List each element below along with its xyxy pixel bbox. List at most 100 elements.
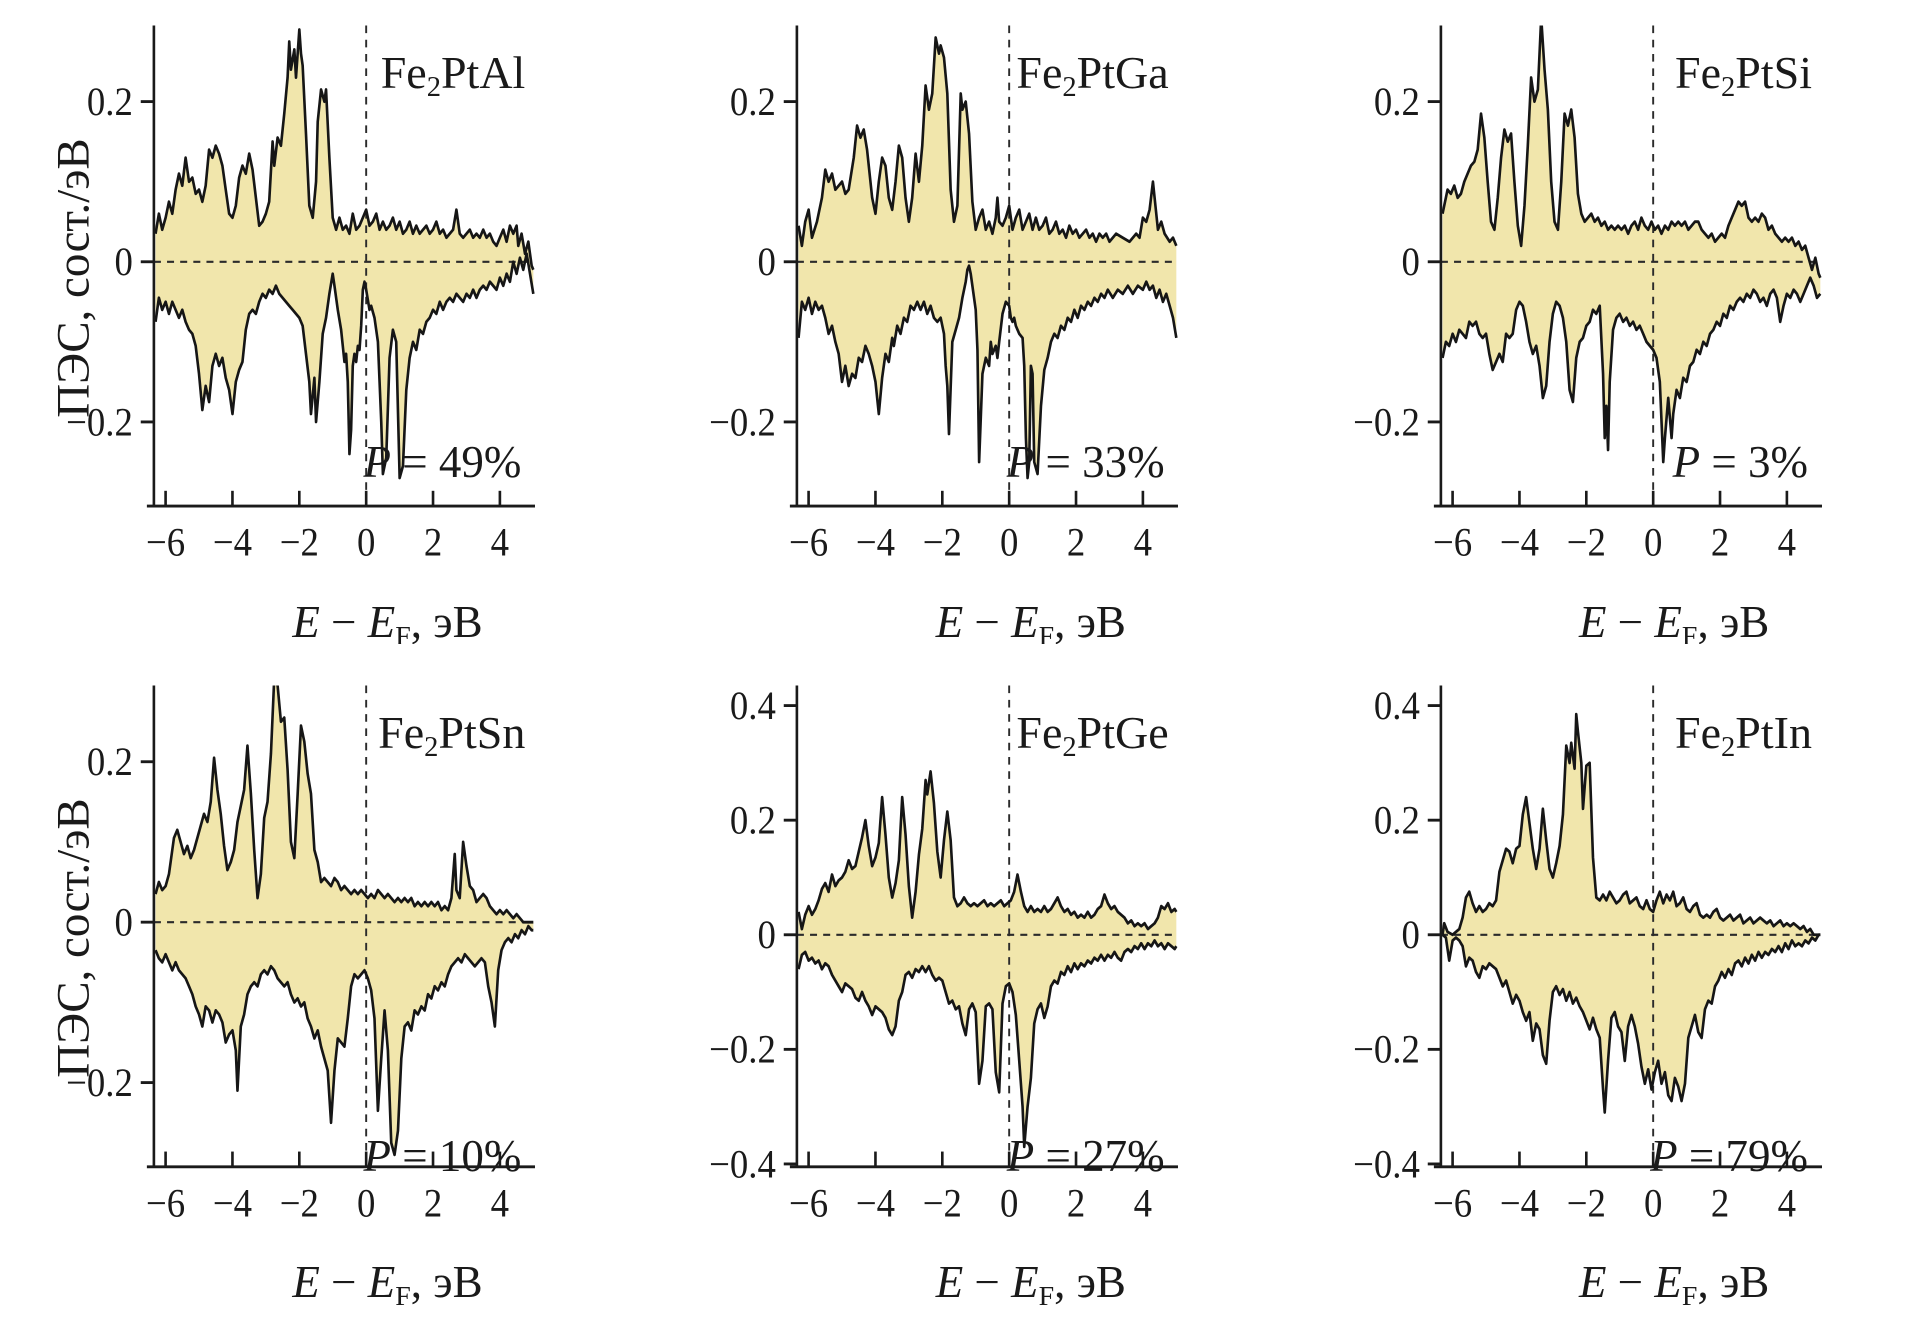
formula-sub: 2	[1062, 71, 1077, 103]
formula-post: PtSi	[1735, 47, 1812, 98]
polarization-label: P = 33%	[1007, 440, 1165, 485]
compound-label: Fe2PtAl	[381, 50, 526, 103]
x-axis-title: E − EF, эВ	[170, 597, 603, 645]
x-title-unit: , эВ	[1054, 1257, 1126, 1305]
y-tick-label: 0	[114, 901, 132, 945]
y-tick-label: −0.2	[1353, 1028, 1420, 1072]
x-tick-label: −4	[213, 521, 252, 565]
x-tick-label: −6	[146, 1182, 185, 1226]
spin-up-curve	[1440, 25, 1822, 279]
x-axis-title: E − EF, эВ	[813, 1257, 1246, 1306]
dos-filled-area	[1442, 714, 1820, 1113]
x-title-ef: E	[1654, 597, 1682, 645]
formula-pre: Fe	[1016, 47, 1063, 98]
formula-post: PtIn	[1735, 707, 1812, 758]
p-symbol: P	[363, 1131, 391, 1181]
x-title-unit: , эВ	[410, 597, 483, 645]
x-title-e: E	[935, 597, 964, 645]
y-tick-label: 0.2	[87, 741, 133, 785]
x-title-f-sub: F	[1038, 1280, 1055, 1305]
y-tick-label: 0.2	[1374, 799, 1420, 843]
x-tick-label: 4	[1777, 1182, 1795, 1226]
x-title-e: E	[1579, 597, 1607, 645]
y-tick-label: 0	[758, 241, 776, 285]
x-tick-label: 0	[357, 521, 375, 565]
formula-post: PtGa	[1076, 47, 1169, 98]
y-tick-label: −0.2	[66, 1062, 133, 1106]
spin-up-curve	[797, 36, 1178, 248]
polarization-label: P = 3%	[1673, 440, 1808, 485]
x-title-e: E	[292, 597, 320, 645]
x-axis-title: E − EF, эВ	[813, 597, 1246, 645]
spin-down-curve	[797, 264, 1178, 480]
x-tick-label: −6	[789, 521, 828, 565]
x-tick-label: −4	[213, 1182, 252, 1226]
x-tick-label: 4	[1134, 521, 1152, 565]
x-tick-label: −4	[1500, 1182, 1539, 1226]
x-tick-label: 0	[357, 1182, 375, 1226]
x-title-minus: −	[963, 1257, 1012, 1305]
x-title-minus: −	[1606, 1257, 1655, 1305]
x-tick-label: −6	[789, 1182, 828, 1226]
formula-sub: 2	[424, 731, 439, 763]
compound-label: Fe2PtSi	[1675, 50, 1812, 103]
spin-down-curve	[797, 939, 1178, 1149]
x-tick-label: 2	[1710, 1182, 1728, 1226]
x-tick-label: 0	[1644, 1182, 1662, 1226]
x-tick-label: −2	[1566, 1182, 1605, 1226]
spin-down-curve	[1440, 276, 1821, 464]
dos-chart-svg: −0.4 −0.2 0 0.2 0.4 −6 −4 −2 0 2 4	[709, 685, 1179, 1226]
p-value: = 27%	[1034, 1131, 1165, 1181]
x-axis-title: E − EF, эВ	[1457, 597, 1890, 645]
x-tick-label: −2	[1566, 521, 1605, 565]
dos-filled-area	[155, 685, 534, 1155]
x-title-f-sub: F	[395, 1280, 411, 1305]
y-tick-label: 0.2	[87, 81, 133, 125]
x-tick-label: −4	[856, 521, 895, 565]
spin-up-curve	[1440, 712, 1820, 937]
formula-sub: 2	[1062, 731, 1077, 763]
formula-sub: 2	[1721, 731, 1736, 763]
p-symbol: P	[363, 437, 391, 487]
compound-label: Fe2PtGa	[1016, 50, 1168, 103]
p-symbol: P	[1006, 437, 1035, 487]
x-axis-title: E − EF, эВ	[1457, 1257, 1890, 1306]
x-title-unit: , эВ	[410, 1257, 483, 1305]
x-tick-label: −2	[923, 1182, 962, 1226]
x-title-e: E	[935, 1257, 964, 1305]
spin-down-curve	[154, 252, 535, 480]
spin-up-curve	[154, 28, 535, 271]
formula-pre: Fe	[380, 47, 427, 98]
x-tick-label: 2	[1067, 521, 1085, 565]
spin-up-curve	[154, 685, 534, 924]
p-value: = 10%	[390, 1131, 522, 1181]
p-value: = 49%	[390, 437, 522, 487]
x-tick-label: 0	[1000, 1182, 1018, 1226]
x-title-minus: −	[319, 597, 368, 645]
formula-post: PtSn	[438, 707, 526, 758]
y-tick-label: 0.4	[1374, 685, 1420, 729]
x-tick-label: 2	[1067, 1182, 1085, 1226]
y-tick-label: −0.4	[709, 1143, 776, 1187]
p-value: = 79%	[1677, 1131, 1808, 1181]
dos-chart-svg: −0.4 −0.2 0 0.2 0.4 −6 −4 −2 0 2 4	[1353, 685, 1822, 1226]
y-tick-label: 0.4	[730, 685, 776, 729]
x-title-ef: E	[1654, 1257, 1682, 1305]
x-title-ef: E	[367, 1257, 396, 1305]
spin-down-curve	[1441, 933, 1820, 1114]
dos-panel-fe2ptge: −0.4 −0.2 0 0.2 0.4 −6 −4 −2 0 2 4 Fe2PtGe P = 27%…	[683, 676, 1246, 1305]
y-tick-label: 0	[1401, 914, 1419, 958]
y-tick-label: 0	[1401, 241, 1419, 285]
x-axis-title: E − EF, эВ	[170, 1257, 603, 1306]
formula-post: PtAl	[440, 47, 526, 98]
dos-filled-area	[798, 37, 1177, 478]
x-tick-label: 4	[491, 1182, 509, 1226]
x-tick-label: −6	[1433, 521, 1472, 565]
x-tick-label: 0	[1000, 521, 1018, 565]
y-tick-label: 0	[114, 241, 132, 285]
p-symbol: P	[1650, 1131, 1678, 1181]
x-title-ef: E	[1011, 597, 1039, 645]
formula-pre: Fe	[1675, 707, 1722, 758]
x-tick-label: −2	[280, 1182, 319, 1226]
x-tick-label: −6	[146, 521, 185, 565]
